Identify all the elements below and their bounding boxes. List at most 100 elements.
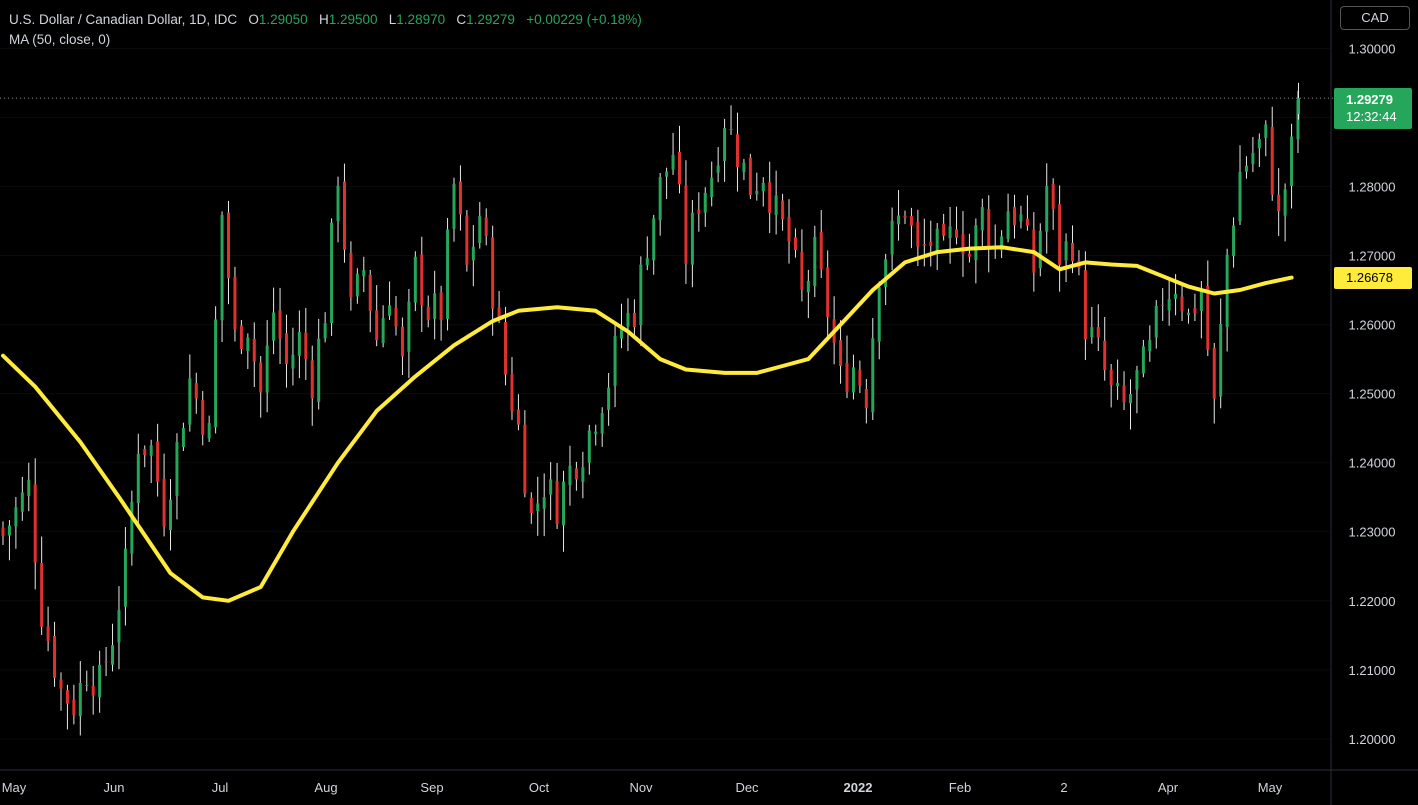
time-tick-label: Dec [735, 780, 759, 795]
candle-body [884, 259, 888, 288]
low-label: L [388, 12, 397, 27]
candle-body [123, 548, 127, 607]
candle-body [851, 367, 855, 393]
candle [233, 266, 237, 342]
price-axis[interactable]: 1.300001.290001.280001.270001.260001.250… [1349, 41, 1396, 747]
candle [871, 318, 875, 421]
candle-body [974, 225, 978, 261]
candle-body [980, 207, 984, 231]
price-tick-label: 1.27000 [1349, 249, 1396, 264]
candle-current [1297, 82, 1300, 120]
candle-body [1128, 394, 1132, 404]
candle [65, 684, 69, 730]
candle-body [259, 362, 263, 393]
candle-body [1232, 225, 1236, 257]
candle [549, 462, 553, 521]
candle [793, 228, 797, 258]
candle [581, 451, 585, 499]
candle-body [510, 374, 514, 412]
candle [1006, 193, 1010, 243]
time-axis[interactable]: May Jun Jul Aug Sep Oct Nov Dec 2022 Feb 2 Apr May [2, 780, 1283, 795]
last-price-value: 1.29279 [1346, 92, 1393, 108]
candle [542, 473, 546, 537]
candle [1135, 365, 1139, 414]
candle-body [652, 218, 656, 261]
candle-body [658, 177, 662, 221]
candle [639, 256, 643, 347]
time-tick-label: Oct [529, 780, 550, 795]
candle-body [1193, 307, 1197, 314]
candle-body [909, 216, 913, 226]
candle [890, 207, 894, 271]
low-value: 1.28970 [396, 12, 446, 27]
candle [259, 356, 263, 418]
open-label: O [248, 12, 259, 27]
candle-body [581, 467, 585, 482]
candle [677, 125, 681, 194]
time-tick-label: Apr [1158, 780, 1179, 795]
candle-body [961, 234, 965, 255]
candle [484, 208, 488, 246]
candle-body [1051, 184, 1055, 209]
candle-body [755, 190, 759, 195]
candle-body [774, 195, 778, 215]
candle [46, 606, 50, 652]
symbol-title[interactable]: U.S. Dollar / Canadian Dollar, 1D, IDC [9, 12, 238, 27]
candle-body [845, 362, 849, 392]
time-tick-label: Nov [629, 780, 653, 795]
candle-body [478, 216, 482, 243]
candle-body [458, 181, 462, 215]
candle-body [858, 369, 862, 386]
candle [278, 287, 282, 365]
currency-badge[interactable]: CAD [1340, 6, 1410, 30]
candle-body [690, 212, 694, 265]
symbol-row: U.S. Dollar / Canadian Dollar, 1D, IDC O… [9, 10, 642, 30]
indicator-label[interactable]: MA (50, close, 0) [9, 32, 111, 47]
candle [1000, 230, 1004, 259]
candle [613, 323, 617, 408]
candle-body [426, 306, 430, 321]
candle [355, 268, 359, 304]
candle-body [787, 216, 791, 242]
candle-body [104, 661, 108, 663]
change-value: +0.00229 (+0.18%) [526, 12, 642, 27]
candle-body [207, 423, 211, 439]
candle-body [117, 610, 121, 643]
candle [1122, 371, 1126, 410]
candle [1283, 183, 1287, 242]
candle [819, 210, 823, 279]
candle-body [626, 312, 630, 327]
candle-body [1154, 305, 1158, 338]
candle [400, 317, 404, 376]
candle [1257, 133, 1261, 167]
candle [510, 357, 514, 420]
candle-body [536, 503, 540, 512]
candle [742, 158, 746, 181]
candle [162, 453, 166, 537]
price-tick-label: 1.24000 [1349, 456, 1396, 471]
candle [1019, 205, 1023, 229]
candle [349, 241, 353, 311]
candle [181, 422, 185, 451]
candle [156, 423, 160, 497]
candle-body [748, 157, 752, 195]
candle-body [291, 354, 295, 369]
indicator-row[interactable]: MA (50, close, 0) [9, 30, 642, 50]
candle [607, 373, 611, 426]
candle-body [27, 479, 31, 496]
candle [781, 193, 785, 231]
candle [226, 200, 230, 305]
candle [1116, 359, 1120, 400]
time-tick-label: 2 [1060, 780, 1067, 795]
candle [1225, 248, 1229, 352]
candle [1025, 195, 1029, 231]
candle [1141, 339, 1145, 378]
candle [761, 177, 765, 207]
candle-body [188, 378, 192, 425]
candle [272, 287, 276, 355]
candle-body [1045, 186, 1049, 232]
candle [748, 153, 752, 199]
candle [536, 476, 540, 536]
time-tick-label: May [2, 780, 27, 795]
